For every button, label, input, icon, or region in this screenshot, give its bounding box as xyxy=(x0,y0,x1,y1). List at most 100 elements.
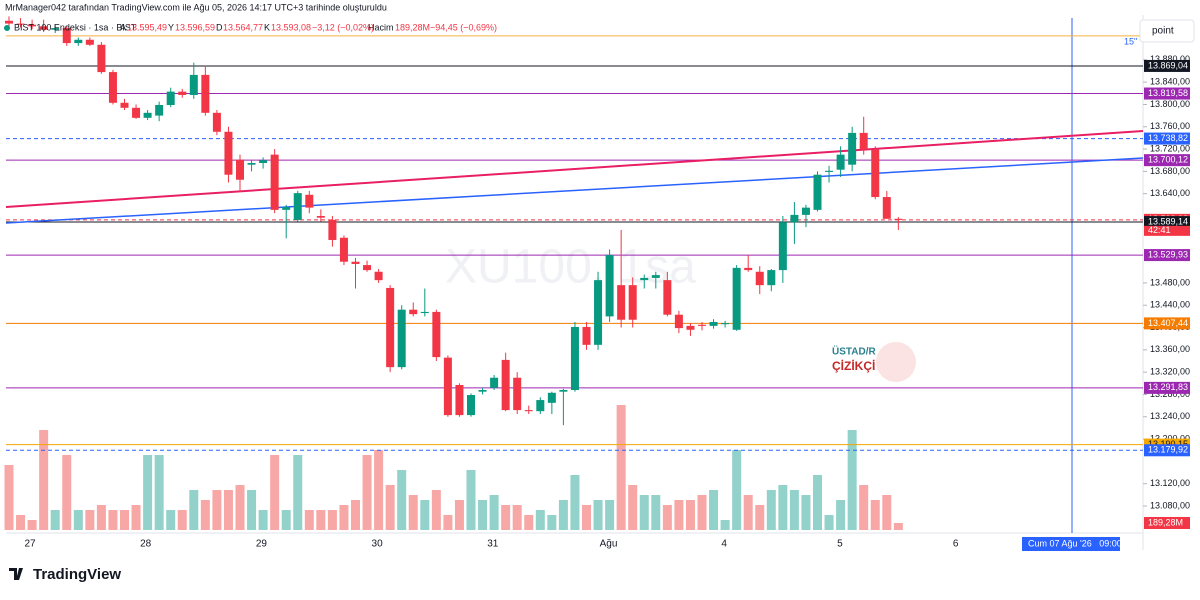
candle-body xyxy=(651,275,660,278)
candle-body xyxy=(363,265,372,271)
candle-body xyxy=(132,107,141,118)
ohlc-legend: A 13.595,49 Y 13.596,59 D 13.564,77 K 13.593,08… xyxy=(120,22,497,32)
x-tick-label: 27 xyxy=(24,539,36,550)
countdown: 42:41 xyxy=(1148,225,1171,235)
point-button-label[interactable]: point xyxy=(1152,26,1174,37)
crosshair-time: Cum 07 Ağu '26 09:00 xyxy=(1028,538,1122,548)
price-label: 13.819,58 xyxy=(1148,88,1188,98)
candle-body xyxy=(351,261,360,264)
y-tick-label: 13.680,00 xyxy=(1150,166,1190,176)
logo-circle xyxy=(876,342,916,382)
volume-bar xyxy=(893,522,903,530)
ohlc-key: A xyxy=(120,22,126,32)
y-tick-label: 13.200,00 xyxy=(1150,433,1190,443)
y-tick-label: 13.840,00 xyxy=(1150,77,1190,87)
volume-bar xyxy=(709,490,719,530)
volume-bar xyxy=(882,495,892,530)
candle-body xyxy=(744,267,753,271)
volume-bar xyxy=(258,510,268,530)
volume-bar xyxy=(593,500,603,530)
volume-bar xyxy=(293,455,303,530)
candle-body xyxy=(478,390,487,392)
candle-body xyxy=(143,112,152,118)
logo-badge: ÜSTAD/R ÇİZİKÇİ xyxy=(832,342,916,382)
volume-bar xyxy=(327,510,337,530)
price-label-box xyxy=(1144,381,1190,394)
volume-bar xyxy=(674,500,684,530)
ohlc-value: 13.593,08 xyxy=(271,22,311,32)
volume-bar xyxy=(755,505,765,530)
y-tick-label: 13.800,00 xyxy=(1150,99,1190,109)
volume-bar xyxy=(501,505,511,530)
volume-bar xyxy=(743,495,753,530)
volume-bar xyxy=(847,430,857,530)
logo-text: ÜSTAD/R xyxy=(832,345,876,358)
volume-bar xyxy=(351,500,360,530)
candle-body xyxy=(409,309,418,315)
point-button[interactable] xyxy=(1139,19,1195,43)
logo-text: ÇİZİKÇİ xyxy=(832,358,875,373)
candle-body xyxy=(628,285,637,320)
y-tick-label: 13.720,00 xyxy=(1150,143,1190,153)
candle-body xyxy=(617,285,626,320)
volume-change: −94,45 (−0,69%) xyxy=(430,22,497,32)
crosshair-time-box xyxy=(1022,537,1120,551)
candle-body xyxy=(455,384,464,416)
price-label-box xyxy=(1144,87,1190,100)
volume-bar xyxy=(27,520,37,530)
candle-body xyxy=(28,24,37,27)
volume-bar xyxy=(385,485,395,530)
volume-bar xyxy=(662,505,672,530)
price-label-box xyxy=(1144,249,1190,262)
volume-bar xyxy=(778,485,788,530)
candle-body xyxy=(640,277,649,281)
candle-body xyxy=(698,324,706,326)
candle-body xyxy=(663,280,672,315)
volume-bar xyxy=(316,510,326,530)
volume-bar xyxy=(420,500,430,530)
candle-body xyxy=(397,309,406,368)
volume-bar xyxy=(247,490,257,530)
volume-bar xyxy=(16,515,26,530)
candle-body xyxy=(85,39,94,45)
volume-bar xyxy=(200,500,210,530)
trend-line xyxy=(5,130,1144,208)
volume-bar xyxy=(766,490,776,530)
candle-body xyxy=(305,194,314,208)
candle-body xyxy=(443,357,452,416)
volume-bar xyxy=(570,475,580,530)
countdown-box xyxy=(1144,225,1190,236)
candle-body xyxy=(732,267,741,330)
x-tick-label: 30 xyxy=(372,539,384,550)
ohlc-key: D xyxy=(216,22,223,32)
price-label: 13.407,44 xyxy=(1148,318,1188,328)
candle-body xyxy=(270,154,279,210)
brand: TradingView xyxy=(9,566,121,583)
candle-body xyxy=(293,193,302,220)
volume-bar xyxy=(62,455,72,530)
candle-body xyxy=(513,377,522,411)
levels xyxy=(6,35,1143,451)
volume-bar xyxy=(697,495,707,530)
volume-bar xyxy=(547,515,557,530)
interval-label: 15" xyxy=(1124,36,1137,46)
candle-body xyxy=(39,26,48,30)
price-label: 13.589,14 xyxy=(1148,216,1188,226)
candle-body xyxy=(686,325,695,330)
price-label-box xyxy=(1144,132,1190,145)
candle-body xyxy=(836,154,845,170)
y-tick-label: 13.880,00 xyxy=(1150,54,1190,64)
volume-pane xyxy=(4,405,903,530)
x-tick-label: Ağu xyxy=(600,539,618,550)
brand-name: TradingView xyxy=(33,566,121,583)
candle-body xyxy=(74,39,83,44)
candle-body xyxy=(582,326,591,345)
candle-body xyxy=(501,359,510,411)
volume-bar xyxy=(120,510,129,530)
y-tick-label: 13.320,00 xyxy=(1150,367,1190,377)
x-tick-label: 28 xyxy=(140,539,152,550)
candle-body xyxy=(51,28,60,30)
status-dot xyxy=(4,25,10,31)
volume-bar xyxy=(732,450,742,530)
volume-bar xyxy=(836,500,846,530)
